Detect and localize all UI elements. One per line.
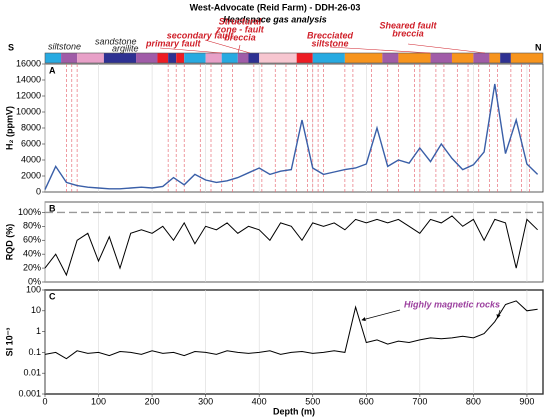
y-tick-label: 8000 [21, 122, 41, 132]
panel-label: A [49, 65, 56, 75]
north-label: N [535, 42, 542, 52]
y-tick-label: 60% [23, 235, 41, 245]
x-axis-label: Depth (m) [273, 406, 315, 416]
lithology-label: sandstone [95, 36, 137, 46]
x-tick-label: 800 [466, 396, 481, 406]
lithology-segment [510, 53, 543, 63]
lithology-segment [45, 53, 62, 63]
y-tick-label: 16000 [16, 58, 41, 68]
y-tick-label: 100 [26, 284, 41, 294]
y-tick-label: 10 [31, 305, 41, 315]
south-label: S [8, 42, 14, 52]
y-axis-label: H₂ (ppmV) [4, 106, 14, 150]
y-tick-label: 0.1 [28, 347, 41, 357]
lithology-segment [221, 53, 238, 63]
lithology-label: breccia [392, 28, 424, 38]
annotation-arrow [361, 309, 401, 322]
strip-border [44, 52, 544, 64]
y-tick-label: 1 [36, 326, 41, 336]
lithology-segment [61, 53, 78, 63]
lithology-segment [259, 53, 297, 63]
y-tick-label: 40% [23, 249, 41, 259]
data-line [44, 300, 538, 360]
lithology-segment [136, 53, 158, 63]
lithology-segment [430, 53, 452, 63]
lithology-segment [500, 53, 511, 63]
y-tick-label: 12000 [16, 90, 41, 100]
y-tick-label: 6000 [21, 138, 41, 148]
lithology-label: secondary fault [167, 30, 235, 40]
y-tick-label: 0.01 [23, 368, 41, 378]
y-tick-label: 0.001 [18, 388, 41, 398]
title: West-Advocate (Reid Farm) - DDH-26-03 [190, 2, 361, 12]
panel-frame [44, 289, 544, 395]
lithology-segment [103, 53, 137, 63]
panel-frame [44, 63, 544, 193]
lithology-segment [176, 53, 185, 63]
lithology-label: primary fault [145, 38, 202, 48]
y-tick-label: 80% [23, 221, 41, 231]
lithology-label: Sheared fault [379, 20, 437, 30]
data-line [44, 83, 539, 190]
x-tick-label: 600 [359, 396, 374, 406]
lithology-segment [312, 53, 345, 63]
lithology-label: breccia [224, 32, 256, 42]
y-tick-label: 10000 [16, 106, 41, 116]
label-arrow [159, 47, 223, 54]
lithology-segment [205, 53, 222, 63]
lithology-label: Structural [219, 16, 262, 26]
panel-label: C [49, 291, 56, 301]
lithology-segment [248, 53, 260, 63]
lithology-segment [168, 53, 177, 63]
label-arrow [204, 39, 251, 54]
y-tick-label: 100% [18, 207, 41, 217]
x-tick-label: 300 [198, 396, 213, 406]
lithology-segment [344, 53, 383, 63]
lithology-segment [157, 53, 169, 63]
y-tick-label: 20% [23, 262, 41, 272]
lithology-segment [451, 53, 474, 63]
lithology-segment [296, 53, 313, 63]
y-axis-label: SI 10⁻³ [4, 328, 14, 357]
annotation: Highly magnetic rocks [404, 299, 500, 309]
lithology-segment [382, 53, 399, 63]
lithology-segment [398, 53, 431, 63]
lithology-segment [473, 53, 490, 63]
lithology-label: zone - fault [215, 24, 264, 34]
y-tick-label: 14000 [16, 74, 41, 84]
x-tick-label: 900 [519, 396, 534, 406]
lithology-label: Brecciated [307, 30, 354, 40]
y-tick-label: 0% [28, 276, 41, 286]
panel-label: B [49, 203, 56, 213]
label-arrow [237, 44, 241, 54]
x-tick-label: 200 [145, 396, 160, 406]
annotation-arrow [496, 309, 501, 319]
data-line [44, 215, 538, 277]
y-tick-label: 2000 [21, 170, 41, 180]
y-tick-label: 4000 [21, 154, 41, 164]
x-tick-label: 100 [91, 396, 106, 406]
x-tick-label: 400 [252, 396, 267, 406]
lithology-segment [77, 53, 104, 63]
x-tick-label: 700 [412, 396, 427, 406]
x-tick-label: 500 [305, 396, 320, 406]
panel-frame [44, 201, 544, 283]
lithology-label: argilite [112, 43, 139, 53]
lithology-label: siltstone [48, 41, 81, 51]
lithology-segment [489, 53, 501, 63]
y-tick-label: 0 [36, 186, 41, 196]
lithology-segment [237, 53, 249, 63]
lithology-segment [184, 53, 206, 63]
subtitle: Headspace gas analysis [223, 14, 327, 24]
label-arrow [329, 46, 431, 54]
x-tick-label: 0 [42, 396, 47, 406]
label-arrow [407, 43, 486, 54]
lithology-label: siltstone [311, 38, 348, 48]
y-axis-label: RQD (%) [4, 224, 14, 261]
